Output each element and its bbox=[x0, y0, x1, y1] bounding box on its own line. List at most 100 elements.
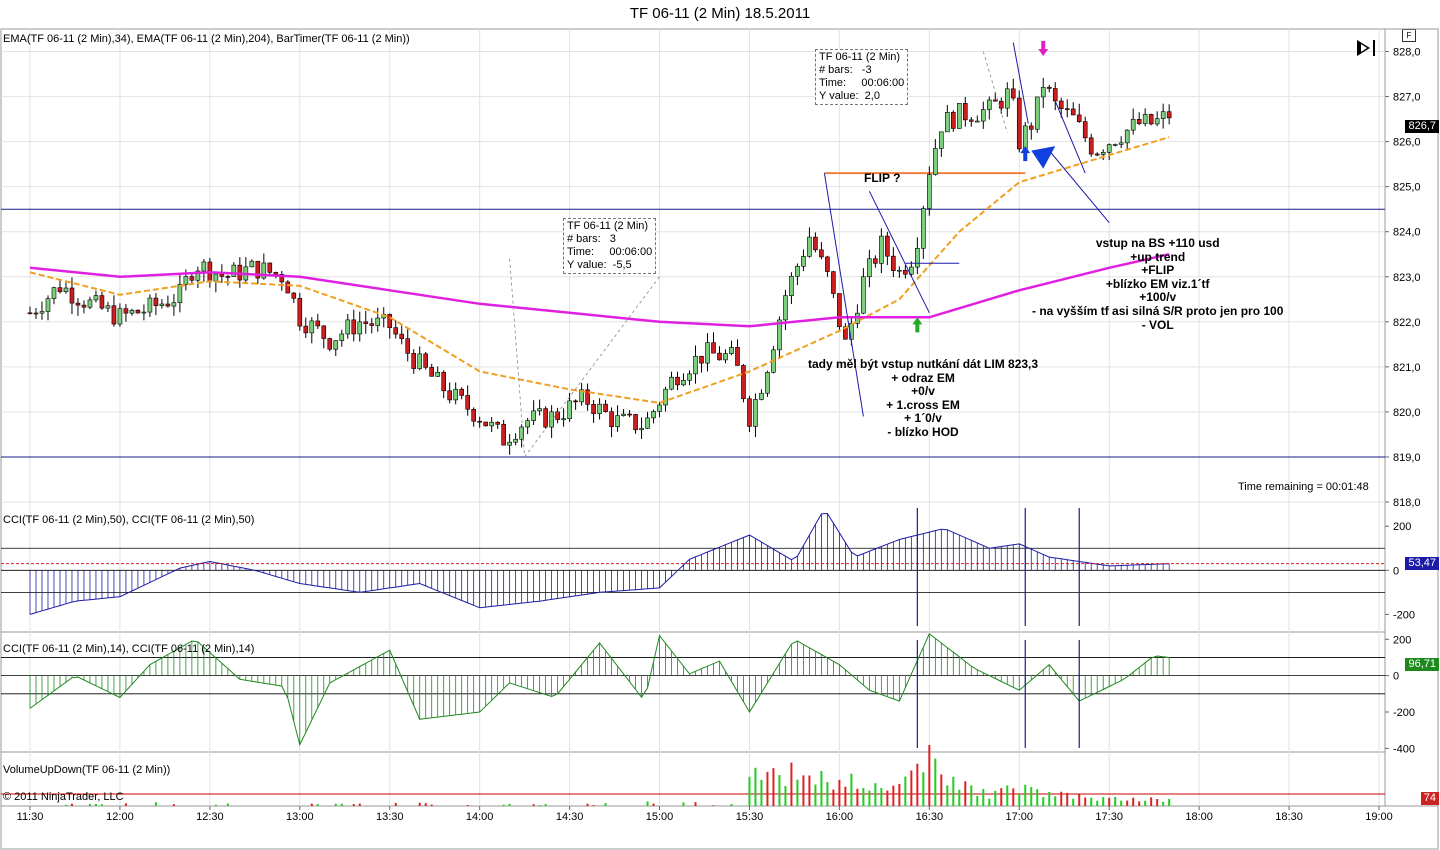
candle-up bbox=[945, 111, 950, 133]
candle-up bbox=[195, 270, 201, 281]
volume-bar-down bbox=[1138, 801, 1141, 806]
candle-up bbox=[1040, 86, 1046, 98]
volume-bar-up bbox=[1120, 800, 1123, 806]
candle-down bbox=[675, 376, 680, 386]
volume-bar-up bbox=[1048, 791, 1051, 806]
candle-up bbox=[339, 333, 345, 341]
y-tick-label: 823,0 bbox=[1393, 272, 1421, 284]
time-tick-label: 15:00 bbox=[646, 811, 674, 823]
candle-down bbox=[903, 269, 908, 275]
volume-bar-down bbox=[766, 771, 769, 806]
candle-down bbox=[891, 255, 896, 271]
time-tick-label: 17:30 bbox=[1095, 811, 1123, 823]
volume-bar-down bbox=[466, 805, 469, 806]
y-tick-label: 200 bbox=[1393, 521, 1411, 533]
volume-bar-down bbox=[712, 805, 715, 806]
candle-up bbox=[933, 148, 938, 175]
tooltip-right: TF 06-11 (2 Min) # bars: -3 Time: 00:06:… bbox=[815, 49, 909, 105]
candle-up bbox=[159, 303, 165, 306]
volume-bar-down bbox=[1066, 792, 1069, 806]
volume-bar-up bbox=[1042, 797, 1045, 806]
candle-up bbox=[939, 131, 944, 149]
candle-down bbox=[447, 390, 452, 401]
candle-down bbox=[285, 281, 291, 294]
volume-bar-up bbox=[748, 776, 751, 806]
volume-bar-up bbox=[778, 775, 781, 806]
volume-bar-down bbox=[790, 762, 793, 806]
candle-up bbox=[375, 317, 381, 326]
time-remaining: Time remaining = 00:01:48 bbox=[1238, 481, 1369, 493]
candle-down bbox=[1088, 137, 1094, 155]
cci14-pane-label: CCI(TF 06-11 (2 Min),14), CCI(TF 06-11 (… bbox=[3, 643, 255, 655]
volume-bar-up bbox=[1054, 796, 1057, 806]
candle-down bbox=[1076, 114, 1082, 122]
candle-down bbox=[963, 103, 968, 121]
candle-down bbox=[747, 398, 752, 427]
volume-bar-down bbox=[802, 775, 805, 806]
y-tick-label: 820,0 bbox=[1393, 407, 1421, 419]
candle-up bbox=[1154, 118, 1160, 125]
candle-down bbox=[33, 312, 39, 315]
volume-bar-up bbox=[868, 790, 871, 806]
time-tick-label: 11:30 bbox=[17, 811, 44, 823]
y-tick-label: 827,0 bbox=[1393, 92, 1421, 104]
candle-up bbox=[729, 346, 734, 354]
candle-down bbox=[471, 408, 476, 422]
last-price-box: 826,7 bbox=[1405, 120, 1439, 133]
candle-down bbox=[699, 355, 704, 364]
candle-down bbox=[609, 411, 614, 428]
candle-up bbox=[1034, 96, 1040, 130]
candle-up bbox=[1112, 144, 1118, 146]
candle-down bbox=[273, 272, 279, 275]
volume-bar-down bbox=[898, 783, 901, 806]
candle-down bbox=[399, 333, 405, 339]
volume-bar-down bbox=[592, 805, 595, 806]
candle-down bbox=[441, 371, 446, 392]
candle-up bbox=[93, 295, 99, 301]
volume-bar-up bbox=[1018, 794, 1021, 806]
volume-value-box: 74 bbox=[1420, 792, 1439, 805]
candle-down bbox=[291, 292, 297, 299]
candle-up bbox=[357, 321, 363, 335]
candle-up bbox=[1160, 111, 1166, 120]
volume-bar-up bbox=[1102, 797, 1105, 806]
candle-up bbox=[141, 311, 147, 314]
candle-up bbox=[531, 410, 536, 421]
candle-up bbox=[45, 298, 51, 312]
candle-down bbox=[465, 395, 470, 410]
volume-bar-up bbox=[154, 802, 157, 806]
candle-down bbox=[1094, 153, 1100, 156]
candle-down bbox=[135, 309, 141, 314]
time-tick-label: 12:30 bbox=[196, 811, 224, 823]
y-tick-label: 0 bbox=[1393, 565, 1399, 577]
candle-up bbox=[39, 311, 45, 314]
volume-bar-down bbox=[358, 803, 361, 806]
candle-down bbox=[1136, 119, 1142, 124]
candle-up bbox=[1022, 125, 1028, 150]
outer-frame bbox=[0, 28, 1439, 850]
volume-pane-label: VolumeUpDown(TF 06-11 (2 Min)) bbox=[3, 764, 171, 776]
candle-up bbox=[927, 174, 932, 209]
candle-up bbox=[759, 392, 764, 400]
candle-up bbox=[87, 299, 93, 308]
candle-up bbox=[669, 376, 674, 390]
volume-bar-up bbox=[880, 788, 883, 806]
cci14-line bbox=[29, 633, 1170, 747]
candle-up bbox=[63, 287, 69, 293]
candle-up bbox=[1142, 114, 1148, 124]
y-tick-label: 819,0 bbox=[1393, 452, 1421, 464]
candle-up bbox=[645, 417, 650, 429]
play-icon[interactable] bbox=[1355, 38, 1379, 58]
candle-up bbox=[765, 372, 770, 394]
candle-up bbox=[777, 319, 782, 351]
candle-up bbox=[519, 426, 524, 440]
candle-up bbox=[171, 302, 177, 307]
trend-line bbox=[1054, 100, 1086, 174]
candle-down bbox=[1082, 121, 1088, 139]
ema204-line bbox=[29, 252, 1170, 328]
candle-down bbox=[555, 411, 560, 420]
y-tick-label: 824,0 bbox=[1393, 227, 1421, 239]
up-arrow-icon bbox=[1020, 146, 1031, 162]
time-tick-label: 13:00 bbox=[286, 811, 314, 823]
